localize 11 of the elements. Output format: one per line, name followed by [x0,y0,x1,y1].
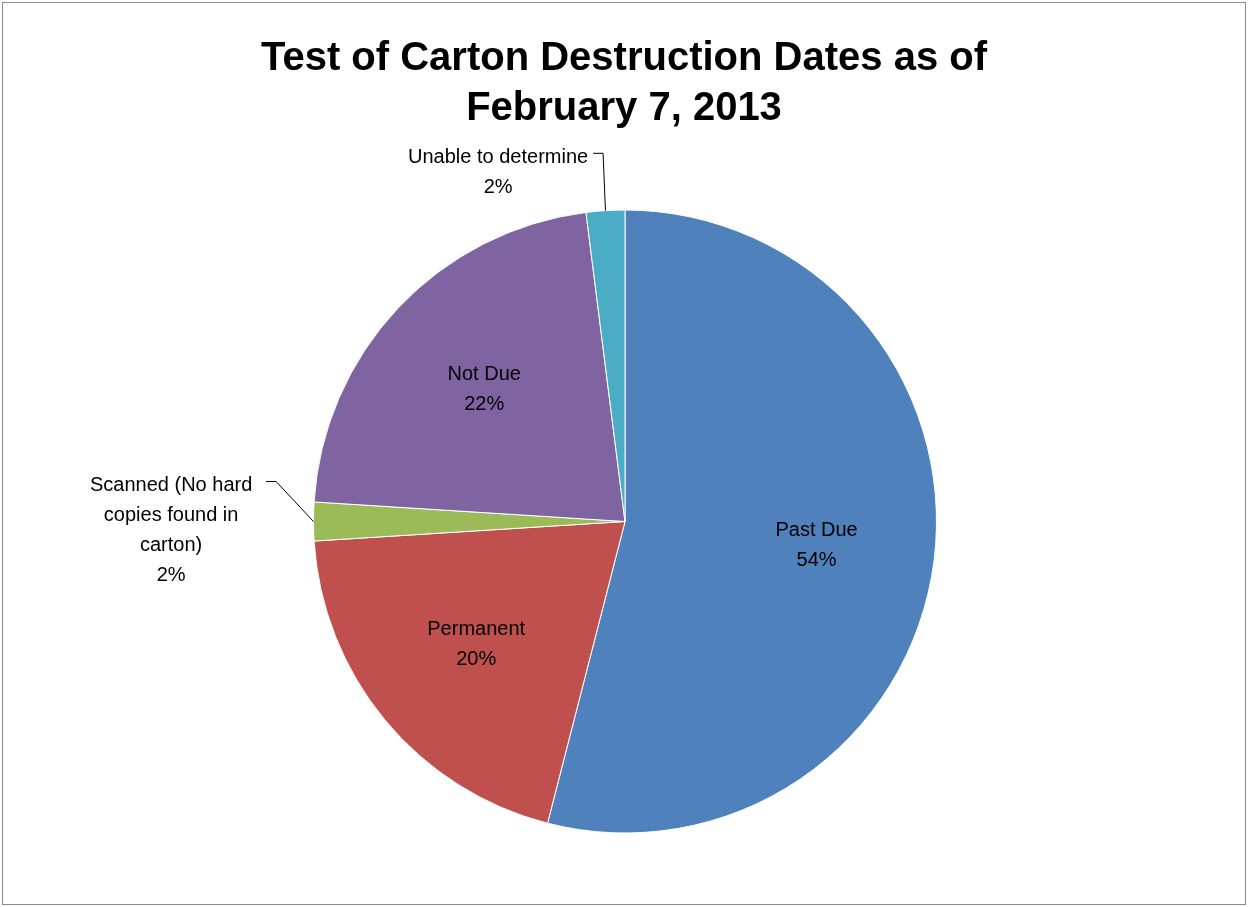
data-label: 2% [156,563,186,586]
slice-label: Not Due [447,361,521,384]
slice-label: Unable to determine [408,144,589,167]
data-label: 22% [464,391,505,414]
data-label: 20% [456,647,497,670]
slice-label: Past Due [775,518,858,541]
slice-label: Scanned (No hard copies found in carton) [89,473,253,556]
data-label: 2% [483,174,513,197]
data-label: 54% [796,548,837,571]
chart-title: Test of Carton Destruction Dates as of February 7, 2013 [259,33,989,130]
slice-label: Permanent [427,617,526,640]
